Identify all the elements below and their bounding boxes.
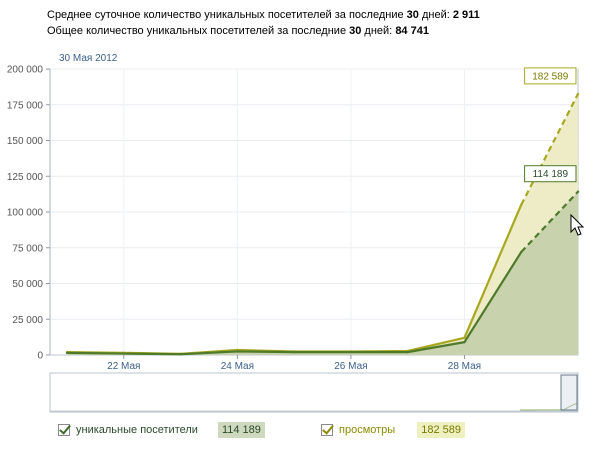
avg-value: 2 911: [452, 9, 480, 21]
y-tick-label: 25 000: [12, 315, 43, 326]
unique-visitors-value: 114 189: [217, 422, 265, 438]
total-mid: дней:: [361, 25, 396, 37]
unique-point: [179, 353, 182, 356]
avg-prefix: Среднее суточное количество уникальных п…: [47, 9, 407, 21]
unique-point: [463, 340, 466, 344]
x-tick-label: 24 Мая: [221, 361, 254, 372]
legend-unique-visitors[interactable]: уникальные посетители 114 189: [58, 421, 265, 439]
views-point: [576, 92, 580, 96]
total-visitors-text: Общее количество уникальных посетителей …: [47, 25, 429, 38]
avg-days: 30: [406, 9, 419, 21]
y-tick-label: 125 000: [7, 172, 44, 183]
views-callout-box: [524, 67, 577, 85]
x-tick-label: 28 Мая: [448, 361, 481, 372]
total-value: 84 741: [395, 25, 429, 37]
navigator-panel: [49, 372, 579, 413]
x-tick-label: 22 Мая: [107, 361, 140, 372]
y-tick-label: 100 000: [7, 208, 44, 219]
views-value: 182 589: [417, 422, 465, 438]
unique-point: [576, 190, 580, 193]
views-callout-label: 182 589: [532, 71, 569, 82]
unique-point: [236, 350, 239, 353]
total-days: 30: [349, 25, 362, 37]
views-point: [463, 336, 466, 340]
unique-callout-box: [524, 165, 577, 183]
legend-views[interactable]: просмотры 182 589: [321, 421, 465, 439]
navigator-mini-line: [519, 402, 577, 411]
unique-callout-label: 114 189: [533, 169, 569, 180]
unique-point: [349, 350, 353, 354]
views-label: просмотры: [339, 424, 396, 436]
unique-point: [65, 351, 69, 355]
avg-daily-visitors-text: Среднее суточное количество уникальных п…: [47, 9, 480, 22]
navigator-handle: [560, 374, 578, 411]
unique-point: [520, 250, 523, 254]
unique-area: [67, 191, 578, 355]
unique-visitors-label: уникальные посетители: [76, 424, 198, 436]
unique-point: [406, 350, 409, 354]
y-tick-label: 175 000: [7, 100, 44, 111]
unique-point: [292, 350, 296, 354]
y-tick-label: 150 000: [7, 136, 44, 147]
unique-projected-line: [520, 190, 579, 253]
views-projected-line: [520, 93, 579, 206]
current-date-label: 30 Мая 2012: [59, 53, 118, 64]
views-point: [520, 203, 523, 207]
views-checkbox[interactable]: [321, 424, 333, 436]
y-tick-label: 50 000: [12, 279, 43, 290]
total-prefix: Общее количество уникальных посетителей …: [47, 25, 350, 37]
y-tick-label: 0: [37, 351, 43, 362]
avg-mid: дней:: [418, 9, 453, 21]
x-tick-label: 26 Мая: [334, 361, 367, 372]
y-tick-label: 75 000: [12, 243, 43, 254]
unique-visitors-checkbox[interactable]: [58, 424, 70, 436]
y-tick-label: 200 000: [7, 65, 44, 76]
mouse-cursor-icon: [570, 213, 585, 236]
unique-point: [122, 352, 126, 355]
